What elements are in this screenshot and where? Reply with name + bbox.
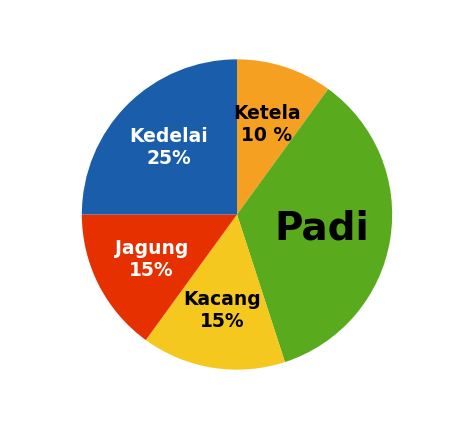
Text: Kedelai
25%: Kedelai 25% [129,127,209,168]
Text: Padi: Padi [274,209,369,247]
Wedge shape [237,60,328,215]
Wedge shape [237,90,392,362]
Text: Ketela
10 %: Ketela 10 % [233,103,301,144]
Text: Kacang
15%: Kacang 15% [183,289,261,330]
Text: Jagung
15%: Jagung 15% [115,238,188,279]
Wedge shape [146,215,285,370]
Wedge shape [82,60,237,215]
Wedge shape [82,215,237,340]
